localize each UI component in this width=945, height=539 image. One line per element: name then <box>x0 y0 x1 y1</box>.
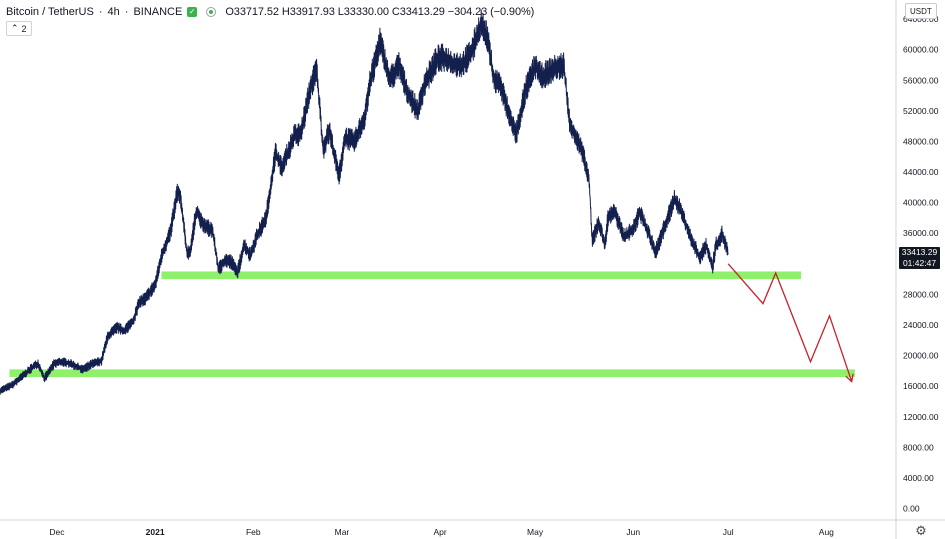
gear-icon[interactable]: ⚙ <box>915 523 927 538</box>
y-tick-label: 56000.00 <box>903 75 939 85</box>
collapse-indicators-button[interactable]: ⌃ 2 <box>6 21 32 36</box>
price-series-line <box>0 9 729 395</box>
x-tick-label: Dec <box>49 527 65 537</box>
x-tick-label: Apr <box>433 527 446 537</box>
separator: · <box>98 6 103 18</box>
support-zone <box>9 369 855 377</box>
projection-arrow-line <box>727 263 853 382</box>
currency-button[interactable]: USDT <box>905 3 937 19</box>
check-icon: ✓ <box>187 7 198 17</box>
x-tick-label: Aug <box>819 527 834 537</box>
ohlc-values: O33717.52 H33917.93 L33330.00 C33413.29 … <box>225 6 534 18</box>
y-tick-label: 0.00 <box>903 504 920 514</box>
x-tick-label: Jul <box>723 527 734 537</box>
close-value: C33413.29 <box>391 6 445 18</box>
y-tick-label: 60000.00 <box>903 45 939 55</box>
last-price: 33413.29 <box>901 247 938 257</box>
x-tick-label: Feb <box>246 527 261 537</box>
exchange-label[interactable]: BINANCE <box>133 6 183 18</box>
x-tick-label: 2021 <box>146 527 165 537</box>
interval-label[interactable]: 4h <box>107 6 120 18</box>
support-zone <box>161 271 802 280</box>
high-value: H33917.93 <box>281 6 335 18</box>
chevron-up-icon: ⌃ <box>11 23 19 33</box>
y-tick-label: 64000.00 <box>903 14 939 24</box>
low-value: L33330.00 <box>337 6 389 18</box>
x-tick-label: Mar <box>335 527 350 537</box>
indicator-count: 2 <box>21 23 27 34</box>
y-tick-label: 28000.00 <box>903 289 939 299</box>
y-tick-label: 20000.00 <box>903 351 939 361</box>
y-tick-label: 24000.00 <box>903 320 939 330</box>
y-tick-label: 4000.00 <box>903 473 934 483</box>
x-tick-label: May <box>527 527 544 537</box>
y-tick-label: 36000.00 <box>903 228 939 238</box>
x-tick-label: Jun <box>626 527 640 537</box>
status-dot-icon <box>206 7 217 17</box>
y-tick-label: 8000.00 <box>903 442 934 452</box>
last-price-tag: 33413.29 01:42:47 <box>899 247 940 269</box>
symbol-legend: Bitcoin / TetherUS · 4h · BINANCE ✓ O337… <box>6 4 534 20</box>
separator: · <box>124 6 129 18</box>
y-tick-label: 52000.00 <box>903 106 939 116</box>
y-tick-label: 48000.00 <box>903 136 939 146</box>
y-tick-label: 44000.00 <box>903 167 939 177</box>
y-tick-label: 12000.00 <box>903 412 939 422</box>
y-tick-label: 40000.00 <box>903 198 939 208</box>
symbol-name[interactable]: Bitcoin / TetherUS <box>6 6 94 18</box>
projection-arrowhead <box>845 373 854 383</box>
y-tick-label: 16000.00 <box>903 381 939 391</box>
bar-countdown: 01:42:47 <box>902 258 937 268</box>
change-value: −304.23 (−0.90%) <box>447 6 535 18</box>
open-value: O33717.52 <box>225 6 279 18</box>
